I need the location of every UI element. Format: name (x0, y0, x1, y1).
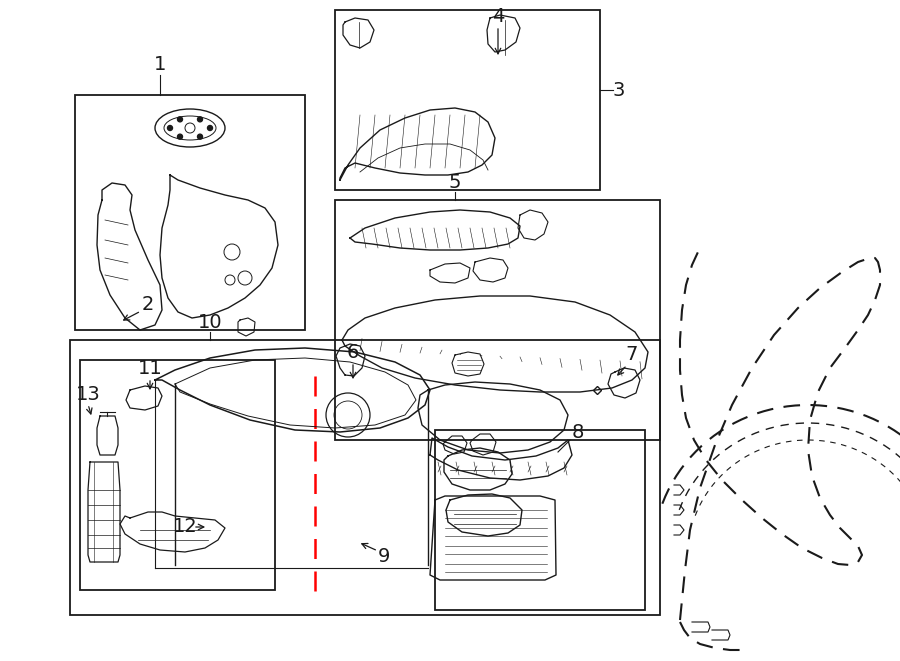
Text: 2: 2 (142, 295, 154, 315)
Text: 1: 1 (154, 56, 166, 75)
Text: 13: 13 (76, 385, 101, 405)
Text: 5: 5 (449, 173, 461, 192)
Text: 4: 4 (491, 7, 504, 26)
Circle shape (208, 126, 212, 130)
Text: 8: 8 (572, 422, 584, 442)
Circle shape (197, 117, 202, 122)
Circle shape (167, 126, 173, 130)
Circle shape (177, 134, 183, 139)
Text: 11: 11 (138, 358, 162, 377)
Circle shape (177, 117, 183, 122)
Text: 10: 10 (198, 313, 222, 332)
Text: 7: 7 (626, 346, 638, 364)
Text: 9: 9 (378, 547, 391, 566)
Text: 3: 3 (613, 81, 626, 100)
Bar (335, 10, 600, 190)
Text: 12: 12 (173, 518, 197, 537)
Bar (75, 95, 305, 330)
Bar (435, 430, 645, 610)
Bar (80, 360, 275, 590)
Circle shape (197, 134, 202, 139)
Text: 6: 6 (346, 344, 359, 362)
Bar (70, 340, 660, 615)
Bar (335, 200, 660, 440)
